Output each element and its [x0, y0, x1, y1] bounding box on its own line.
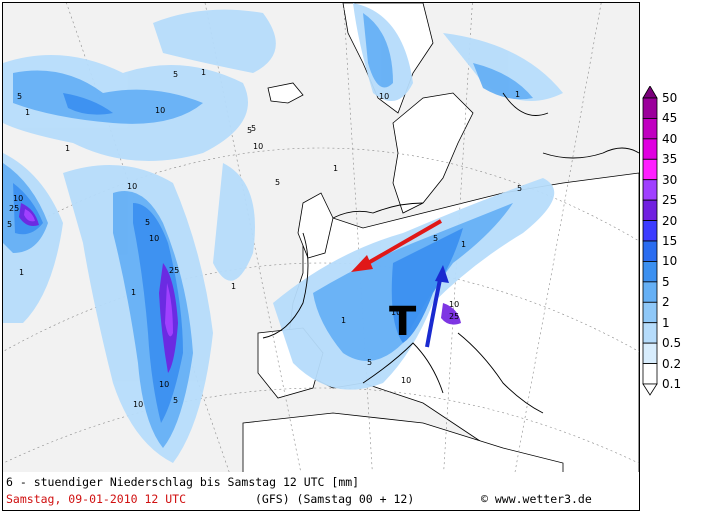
legend-level-label: 2: [662, 295, 670, 310]
legend-level-label: 50: [662, 91, 678, 105]
contour-label: 1: [25, 108, 30, 117]
contour-label: 5: [173, 70, 178, 79]
contour-label: 1: [201, 68, 206, 77]
precipitation-legend: 50 45 40 35 30 25 20 15 10 5 2 1 0.5 0.2 0.1: [642, 86, 702, 396]
legend-swatch: [642, 138, 658, 160]
valid-date: Samstag, 09-01-2010 12 UTC: [6, 492, 187, 506]
model-run: (GFS) (Samstag 00 + 12): [255, 492, 415, 506]
contour-label: 25: [169, 266, 179, 275]
contour-label: 10: [133, 400, 143, 409]
precip-fields: [3, 3, 563, 463]
legend-swatch: [642, 199, 658, 221]
legend-level-label: 0.2: [662, 356, 682, 371]
contour-label: 5: [247, 126, 252, 135]
contour-label: 1: [341, 316, 346, 325]
legend-level-label: 1: [662, 315, 670, 330]
contour-label: 1: [65, 144, 70, 153]
contour-label: 5: [17, 92, 22, 101]
legend-level-label: 20: [662, 213, 678, 228]
legend-swatch: [642, 158, 658, 181]
contour-label: 5: [433, 234, 438, 243]
contour-label: 1: [19, 268, 24, 277]
legend-bottom-arrow: [642, 383, 658, 396]
contour-label: 1: [461, 240, 466, 249]
legend-level-label: 30: [662, 172, 678, 187]
contour-label: 10: [127, 182, 137, 191]
coastlines: [262, 92, 639, 414]
legend-level-label: 45: [662, 111, 678, 126]
contour-label: 5: [173, 396, 178, 405]
contour-label: 10: [159, 380, 169, 389]
contour-label: 10: [401, 376, 411, 385]
contour-label: 1: [333, 164, 338, 173]
legend-swatch: [642, 322, 658, 344]
copyright: © www.wetter3.de: [481, 492, 592, 506]
contour-label: 10: [379, 92, 389, 101]
contour-label: 1: [231, 282, 236, 291]
contour-label: 10: [253, 142, 263, 151]
legend-swatch: [642, 240, 658, 262]
contour-label: 25: [449, 312, 459, 321]
legend-colorbar: [642, 86, 658, 396]
contour-label: 1: [515, 90, 520, 99]
contour-label: 5: [517, 184, 522, 193]
contour-label: 10: [391, 308, 401, 317]
map-footer: 6 - stuendiger Niederschlag bis Samstag …: [2, 472, 640, 511]
contour-label: 10: [13, 194, 23, 203]
legend-level-label: 15: [662, 234, 678, 248]
legend-level-label: 25: [662, 193, 678, 208]
legend-level-label: 35: [662, 152, 678, 167]
legend-swatch: [642, 220, 658, 242]
low-pressure-marker: T: [389, 299, 417, 345]
contour-label: 10: [155, 106, 165, 115]
contour-label: 5: [251, 124, 256, 133]
contour-labels: 5 1 10 5 1 5 10 1 25 10 5 10 1 5 10 25 1…: [7, 68, 522, 409]
contour-label: 5: [7, 220, 12, 229]
legend-level-label: 5: [662, 274, 670, 289]
legend-swatch: [642, 281, 658, 303]
legend-level-label: 0.1: [662, 377, 682, 391]
contour-label: 1: [131, 288, 136, 297]
legend-swatch: [642, 97, 658, 119]
map-canvas: 5 1 10 5 1 5 10 1 25 10 5 10 1 5 10 25 1…: [3, 3, 639, 473]
legend-swatch: [642, 301, 658, 324]
contour-label: 5: [367, 358, 372, 367]
contour-label: 25: [9, 204, 19, 213]
contour-label: 10: [449, 300, 459, 309]
legend-swatch: [642, 261, 658, 283]
legend-top-arrow: [642, 86, 658, 99]
legend-level-label: 10: [662, 254, 678, 269]
legend-level-label: 0.5: [662, 336, 682, 351]
contour-label: 10: [149, 234, 159, 243]
contour-label: 5: [145, 218, 150, 227]
legend-swatch: [642, 342, 658, 364]
contour-label: 5: [275, 178, 280, 187]
precipitation-map: 5 1 10 5 1 5 10 1 25 10 5 10 1 5 10 25 1…: [2, 2, 640, 474]
red-arrow: [351, 219, 442, 272]
legend-level-label: 40: [662, 131, 678, 146]
blue-arrow: [425, 265, 449, 348]
legend-swatch: [642, 363, 658, 385]
legend-swatch: [642, 118, 658, 140]
map-title: 6 - stuendiger Niederschlag bis Samstag …: [6, 475, 360, 489]
legend-swatch: [642, 179, 658, 201]
